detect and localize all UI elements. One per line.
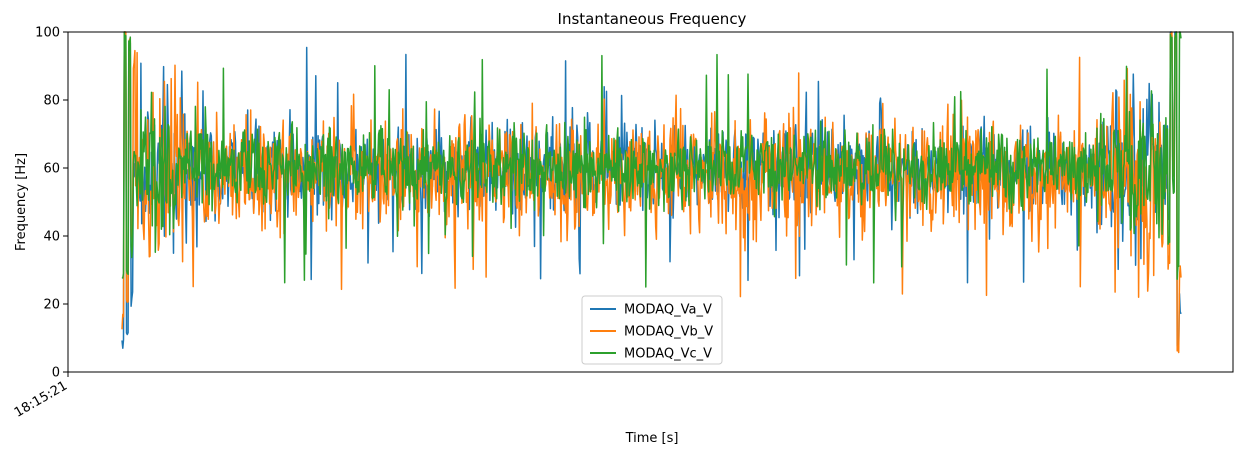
y-axis: 0 20 40 60 80 100 xyxy=(35,26,68,381)
y-axis-label: Frequency [Hz] xyxy=(14,153,29,251)
x-axis-label: Time [s] xyxy=(625,431,679,446)
y-tick-label: 0 xyxy=(52,366,60,381)
x-tick-label: 18:15:21 xyxy=(12,378,70,420)
legend-label: MODAQ_Va_V xyxy=(624,303,712,318)
y-tick-label: 80 xyxy=(43,94,60,109)
plot-frame xyxy=(67,31,1234,373)
legend: MODAQ_Va_V MODAQ_Vb_V MODAQ_Vc_V xyxy=(581,295,723,365)
chart-title: Instantaneous Frequency xyxy=(558,10,747,28)
legend-label: MODAQ_Vc_V xyxy=(624,347,712,362)
legend-box xyxy=(581,295,723,365)
series-line-modaq-vc-v xyxy=(121,31,1182,288)
y-tick-label: 20 xyxy=(43,298,60,313)
series-layer xyxy=(121,31,1182,354)
y-tick-label: 100 xyxy=(35,26,60,41)
y-tick-label: 60 xyxy=(43,162,60,177)
y-tick-label: 40 xyxy=(43,230,60,245)
x-axis: 18:15:21 xyxy=(12,372,70,421)
legend-label: MODAQ_Vb_V xyxy=(624,325,713,340)
